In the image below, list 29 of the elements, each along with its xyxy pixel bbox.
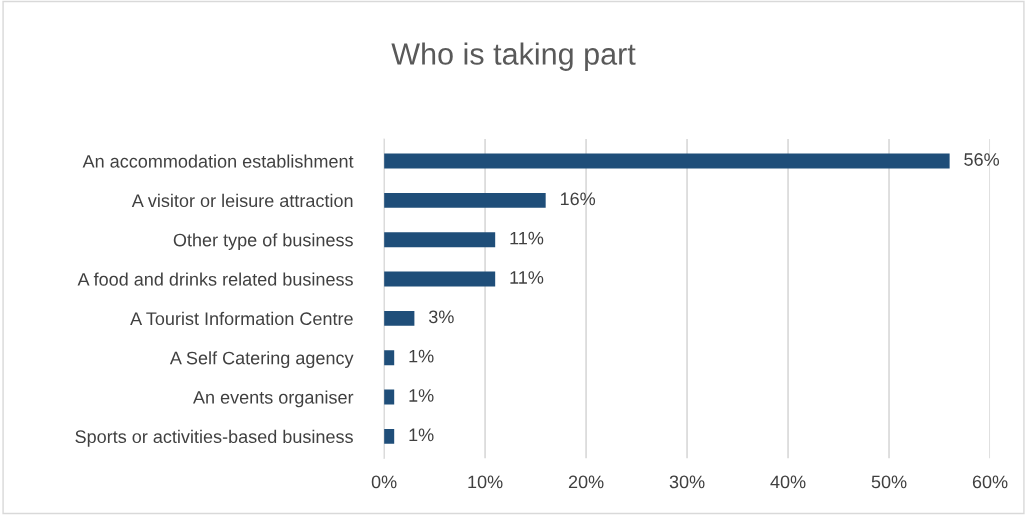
x-tick-label: 60% bbox=[972, 475, 1008, 489]
data-label: 56% bbox=[964, 153, 1000, 166]
data-label: 1% bbox=[409, 428, 434, 442]
data-label: 1% bbox=[409, 349, 434, 363]
y-tick-label: A food and drinks related business bbox=[77, 272, 353, 286]
y-tick-label: A Tourist Information Centre bbox=[130, 311, 353, 326]
data-label: 3% bbox=[428, 310, 454, 324]
data-label: 11% bbox=[510, 231, 544, 245]
bar bbox=[384, 310, 415, 326]
y-tick-label: An accommodation establishment bbox=[82, 154, 354, 168]
y-tick-label: Other type of business bbox=[173, 233, 353, 250]
x-tick-label: 30% bbox=[669, 475, 705, 489]
data-label: 1% bbox=[409, 389, 434, 402]
chart-title: Who is taking part bbox=[391, 42, 636, 71]
bar bbox=[384, 271, 496, 287]
x-tick-label: 20% bbox=[568, 475, 604, 489]
y-tick-label: Sports or activities-based business bbox=[75, 429, 353, 447]
y-tick-label: A Self Catering agency bbox=[169, 351, 354, 368]
x-tick-label: 0% bbox=[371, 475, 397, 489]
bar bbox=[384, 192, 546, 208]
x-tick-label: 50% bbox=[871, 475, 907, 489]
data-label: 16% bbox=[560, 192, 596, 206]
bar bbox=[384, 153, 950, 169]
y-tick-label: An events organiser bbox=[193, 390, 354, 408]
x-tick-label: 10% bbox=[468, 475, 503, 489]
data-label: 11% bbox=[510, 271, 544, 284]
y-tick-label: A visitor or leisure attraction bbox=[131, 193, 353, 208]
x-tick-label: 40% bbox=[770, 475, 806, 489]
bar bbox=[384, 232, 496, 248]
